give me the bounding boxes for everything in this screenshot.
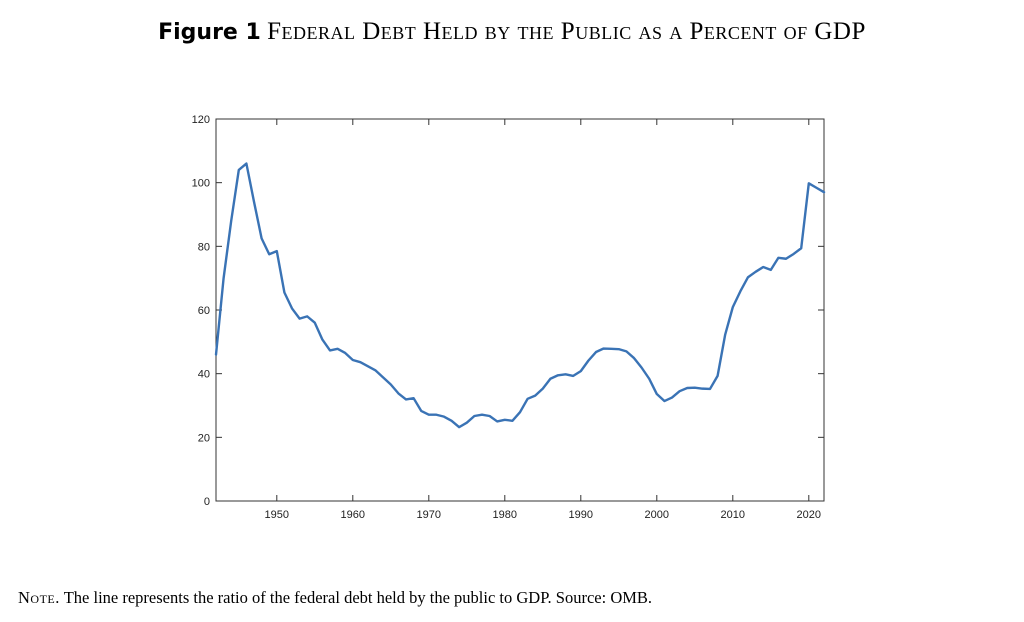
y-tick-label: 20	[198, 432, 210, 444]
x-tick-label: 1960	[341, 509, 365, 521]
chart: 1950 1960 1970 1980 1990 2000 2010 2020 0 20 40 60 8…	[192, 114, 826, 521]
y-tick-label: 100	[192, 178, 210, 190]
figure-label: Figure 1	[158, 20, 261, 45]
y-tick-label: 40	[198, 369, 210, 381]
x-tick-label: 1980	[493, 509, 517, 521]
x-tick-label: 1990	[569, 509, 593, 521]
y-tick-label: 60	[198, 305, 210, 317]
x-tick-label: 1970	[417, 509, 441, 521]
note-label: Note.	[18, 588, 60, 607]
chart-svg: 1950 1960 1970 1980 1990 2000 2010 2020 0 20 40 60 8…	[192, 114, 826, 521]
note-text: The line represents the ratio of the fed…	[63, 588, 653, 607]
x-tick-label: 2000	[645, 509, 669, 521]
x-tick-label: 2020	[797, 509, 821, 521]
figure-title: Figure 1 Federal Debt Held by the Public…	[0, 18, 1024, 46]
series-line	[214, 162, 826, 429]
figure-title-text: Federal Debt Held by the Public as a Per…	[267, 18, 866, 45]
x-tick-label: 2010	[721, 509, 745, 521]
y-tick-label: 80	[198, 241, 210, 253]
x-tick-label: 1950	[265, 509, 289, 521]
y-tick-label: 120	[192, 114, 210, 126]
y-tick-label: 0	[204, 496, 210, 508]
figure-note: Note. The line represents the ratio of t…	[18, 588, 652, 608]
